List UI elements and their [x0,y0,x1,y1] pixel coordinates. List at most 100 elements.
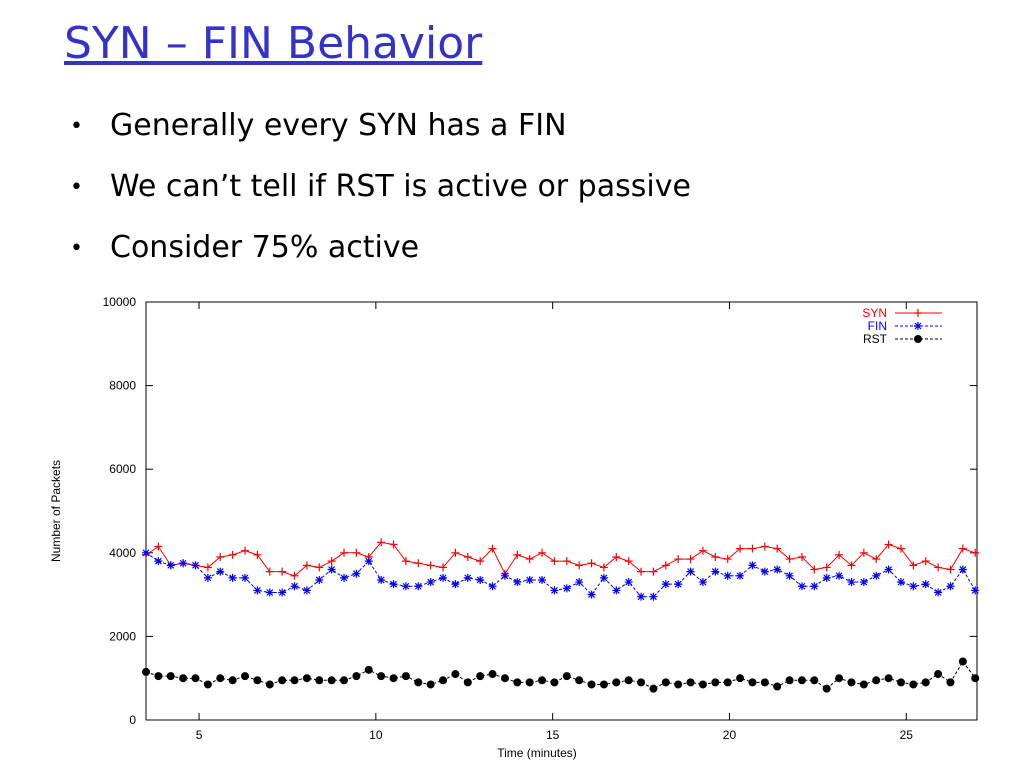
data-point [439,563,448,572]
data-point [958,657,967,666]
legend-marker [914,322,922,330]
data-point [426,561,435,570]
data-point [835,550,844,559]
data-point [649,567,658,576]
legend-label: SYN [862,306,887,320]
data-point [265,567,274,576]
data-point [847,678,856,687]
x-tick-label: 5 [196,728,203,742]
data-point [203,563,212,572]
series-line [145,660,976,690]
data-point [500,571,509,580]
data-point [488,670,497,679]
data-point [760,678,769,687]
data-point [439,676,448,685]
data-point [637,592,646,601]
data-point [401,557,410,566]
data-point [736,674,745,683]
data-point [909,680,918,689]
data-point [599,563,608,572]
data-point [562,672,571,681]
data-point [859,578,868,587]
data-point [624,557,633,566]
data-point [587,590,596,599]
data-point [785,676,794,685]
bullet-text: Generally every SYN has a FIN [110,108,567,143]
data-point [315,575,324,584]
data-point [278,676,287,685]
data-point [191,561,200,570]
data-point [909,582,918,591]
data-point [971,548,980,557]
data-point [364,665,373,674]
data-point [340,548,349,557]
data-point [686,555,695,564]
data-point [389,580,398,589]
data-point [698,680,707,689]
data-point [241,546,250,555]
bullet: Generally every SYN has a FIN [70,108,691,169]
data-point [463,552,472,561]
x-tick-label: 10 [369,728,383,742]
data-point [872,676,881,685]
data-point [538,676,547,685]
data-point [414,678,423,687]
data-point [835,571,844,580]
data-point [859,680,868,689]
data-point [377,538,386,547]
data-point [278,588,287,597]
legend-marker [914,335,922,343]
data-point [884,674,893,683]
data-point [352,569,361,578]
data-point [612,586,621,595]
data-point [500,674,509,683]
data-point [896,578,905,587]
data-point [377,575,386,584]
data-point [364,557,373,566]
data-point [265,588,274,597]
bullet-text: Consider 75% active [110,230,420,265]
data-point [723,571,732,580]
data-point [822,563,831,572]
legend-marker [914,309,922,317]
data-point [414,559,423,568]
data-point [847,578,856,587]
data-point [822,684,831,693]
data-point [340,573,349,582]
data-point [463,678,472,687]
data-point [154,672,163,681]
data-point [599,573,608,582]
data-point [179,559,188,568]
series-line [145,541,976,577]
data-point [760,567,769,576]
data-point [426,680,435,689]
data-point [488,544,497,553]
data-point [785,555,794,564]
data-point [241,672,250,681]
data-point [748,678,757,687]
data-point [550,678,559,687]
data-point [971,674,980,683]
data-point [488,582,497,591]
y-tick-label: 10000 [103,295,137,309]
data-point [958,544,967,553]
data-point [315,676,324,685]
data-point [810,582,819,591]
data-point [686,567,695,576]
data-point [698,578,707,587]
data-point [389,674,398,683]
data-point [637,678,646,687]
data-point [216,552,225,561]
data-point [562,557,571,566]
slide-title: SYN – FIN Behavior [64,18,483,69]
data-point [550,586,559,595]
data-point [797,582,806,591]
data-point [612,552,621,561]
data-point [315,563,324,572]
data-point [575,561,584,570]
data-point [661,580,670,589]
data-point [302,674,311,683]
data-point [674,580,683,589]
data-point [451,548,460,557]
